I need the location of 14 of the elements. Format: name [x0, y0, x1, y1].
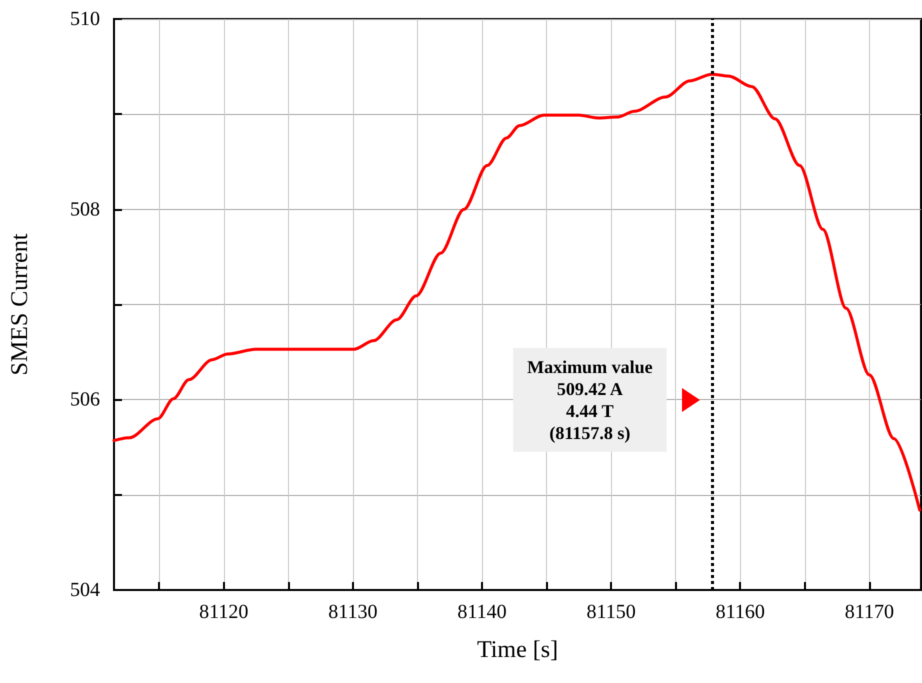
x-axis-title: Time [s] [476, 637, 558, 663]
y-tick-label: 504 [70, 579, 100, 601]
x-tick-label: 81170 [844, 601, 894, 623]
y-tick-label: 510 [70, 8, 100, 30]
x-tick-label: 81140 [457, 601, 507, 623]
line-series [112, 72, 922, 512]
x-tick-label: 81150 [586, 601, 636, 623]
x-tick-label: 81130 [328, 601, 378, 623]
annotation: Maximum value 509.42 A 4.44 T (81157.8 s) [527, 356, 653, 443]
y-tick-label: 506 [70, 388, 100, 411]
y-tick-label: 508 [70, 198, 100, 220]
x-tick-label: 81120 [199, 601, 248, 623]
x-tick-label: 81160 [716, 601, 765, 623]
y-axis-title: SMES Current [7, 233, 33, 376]
